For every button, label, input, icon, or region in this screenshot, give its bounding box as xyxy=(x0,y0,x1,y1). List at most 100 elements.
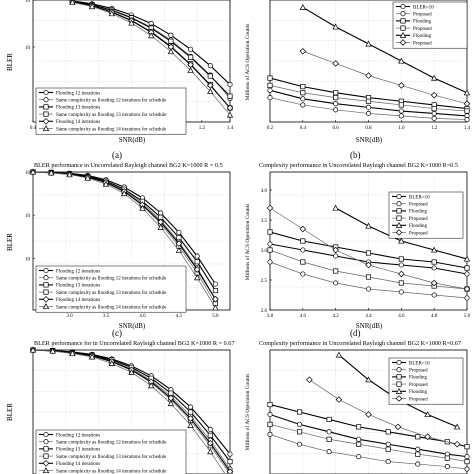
chart-e-series-5-point xyxy=(207,448,214,455)
chart-e-legend-marker xyxy=(43,431,49,438)
chart-b-legend-label: Flooding xyxy=(413,20,432,25)
chart-d-series-2-point xyxy=(431,259,437,265)
chart-b-legend-marker xyxy=(400,18,406,24)
chart-d-series-4-point xyxy=(398,237,405,244)
chart-e-series-5-point xyxy=(187,422,194,428)
chart-b-legend-label: Proposed xyxy=(413,27,432,32)
chart-f-legend-marker xyxy=(395,395,403,402)
chart-d-legend-marker xyxy=(395,221,403,228)
chart-f-series-0-line xyxy=(270,413,467,458)
chart-d-ylabel: Millions of ACS Operation Counts xyxy=(244,204,251,281)
chart-b-series-1-point xyxy=(333,107,339,113)
chart-c-legend-marker xyxy=(42,296,50,303)
chart-f-series-3-point xyxy=(356,441,362,447)
chart-a-xlabel: SNR(dB) xyxy=(119,136,146,144)
chart-c-ytick-label: 10 xyxy=(25,171,31,176)
chart-e-legend-label: Same complexity as flooding 13 iteration… xyxy=(56,455,167,460)
chart-a-legend-label: Flooding 14 iterations xyxy=(56,120,100,125)
chart-d-series-0-point xyxy=(431,265,437,271)
chart-a-legend-marker xyxy=(43,89,49,96)
chart-b-legend-label: BLER=10 xyxy=(413,5,434,10)
chart-a-legend-marker xyxy=(43,104,49,110)
chart-b-series-0-point xyxy=(398,108,404,114)
chart-panel-f: Complexity performance in Uncorrelated R… xyxy=(237,340,474,474)
chart-b-series-5-point xyxy=(398,82,405,89)
chart-a-xtick-label: 0.4 xyxy=(30,126,37,131)
chart-c-xtick-label: 3.0 xyxy=(66,314,73,319)
chart-e-series-0-point xyxy=(207,426,213,432)
chart-d-legend-label: Proposed xyxy=(409,231,428,236)
chart-a-series-5-point xyxy=(69,0,76,5)
chart-f-series-1-point xyxy=(464,466,470,472)
chart-f-series-5-point xyxy=(394,423,402,431)
chart-a-legend-label: Same complexity as flooding 14 iteration… xyxy=(56,127,167,132)
chart-d-series-2-point xyxy=(464,265,470,271)
chart-b-xtick-label: 1.0 xyxy=(398,126,405,131)
chart-d-ytick-label: 4.0 xyxy=(261,189,268,194)
chart-e-series-5-point xyxy=(167,400,175,407)
chart-f-series-2-point xyxy=(415,434,421,440)
chart-c-series-0-point xyxy=(158,210,164,216)
chart-f-series-0-point xyxy=(326,429,332,435)
chart-c-legend-marker xyxy=(42,303,50,310)
chart-e-legend-box xyxy=(35,429,187,474)
chart-d-legend-marker xyxy=(396,193,402,200)
chart-d-series-2-point xyxy=(267,229,273,235)
chart-b-series-1-point xyxy=(431,115,437,121)
chart-f-series-0-point xyxy=(385,441,391,447)
chart-a-legend-marker xyxy=(43,111,49,117)
chart-b-series-2-point xyxy=(300,84,306,90)
chart-a-series-5-point xyxy=(108,10,115,17)
chart-f-series-1-point xyxy=(415,461,421,467)
chart-b-legend-marker xyxy=(400,3,406,10)
chart-d-series-3-point xyxy=(365,274,372,280)
chart-b-legend-marker xyxy=(400,11,406,17)
chart-a-series-0-point xyxy=(168,32,174,38)
chart-e-legend-marker xyxy=(42,460,50,467)
chart-b-series-5-point xyxy=(299,47,307,55)
chart-c-series-5-point xyxy=(66,171,73,178)
chart-b-series-3-point xyxy=(398,102,404,108)
chart-f-series-1-point xyxy=(326,449,332,455)
chart-c-legend-label: Same complexity as flooding 14 iteration… xyxy=(56,305,167,310)
chart-b-series-5-point xyxy=(430,91,438,99)
chart-b-series-1-point xyxy=(464,117,470,123)
chart-a-series-2-point xyxy=(227,93,233,99)
chart-b-series-0-point xyxy=(333,101,339,107)
chart-b-series-1-point xyxy=(267,95,273,101)
chart-d-series-0-point xyxy=(464,271,470,277)
chart-f-series-5-point xyxy=(365,411,372,418)
chart-c-series-5-point xyxy=(102,180,110,187)
chart-a-legend-label: Flooding 13 iterations xyxy=(56,106,100,111)
chart-a-series-4-point xyxy=(226,104,234,112)
chart-b-xtick-label: 0.6 xyxy=(333,126,340,131)
chart-d-series-5-point xyxy=(332,246,339,254)
chart-f-series-0-point xyxy=(464,454,470,460)
chart-d-series-5-point xyxy=(463,285,471,293)
chart-d-series-0-point xyxy=(300,247,306,253)
chart-d-series-5-point xyxy=(398,270,405,278)
chart-a-series-0-point xyxy=(227,81,233,88)
chart-b-series-3-point xyxy=(267,82,273,88)
chart-d-ytick-label: 3.0 xyxy=(261,249,268,254)
chart-f-series-5-point xyxy=(306,376,313,384)
chart-d-xlabel: SNR(dB) xyxy=(356,322,383,330)
chart-b-series-3-point xyxy=(300,90,306,96)
chart-e-series-2-point xyxy=(227,459,233,465)
chart-e-series-5-point xyxy=(108,360,115,366)
chart-c-series-2-point xyxy=(212,288,218,294)
chart-e-series-0-point xyxy=(227,451,233,457)
chart-e-legend-marker xyxy=(42,467,50,474)
chart-c-xtick-label: 5.0 xyxy=(212,314,219,319)
chart-c-legend-box xyxy=(35,265,187,313)
chart-a-series-5-point xyxy=(226,111,234,118)
chart-d-xtick-label: 4.4 xyxy=(365,314,372,319)
chart-d-xtick-label: 4.6 xyxy=(398,314,405,319)
chart-b-series-3-point xyxy=(333,95,339,101)
chart-f-series-5-line xyxy=(309,379,458,445)
chart-a-legend-label: Same complexity as flooding 13 iteration… xyxy=(56,113,167,118)
chart-b-series-5-line xyxy=(302,50,467,105)
chart-a-legend-marker xyxy=(42,125,50,132)
chart-e-series-4-point xyxy=(187,415,194,422)
chart-b-series-4-point xyxy=(430,74,438,81)
